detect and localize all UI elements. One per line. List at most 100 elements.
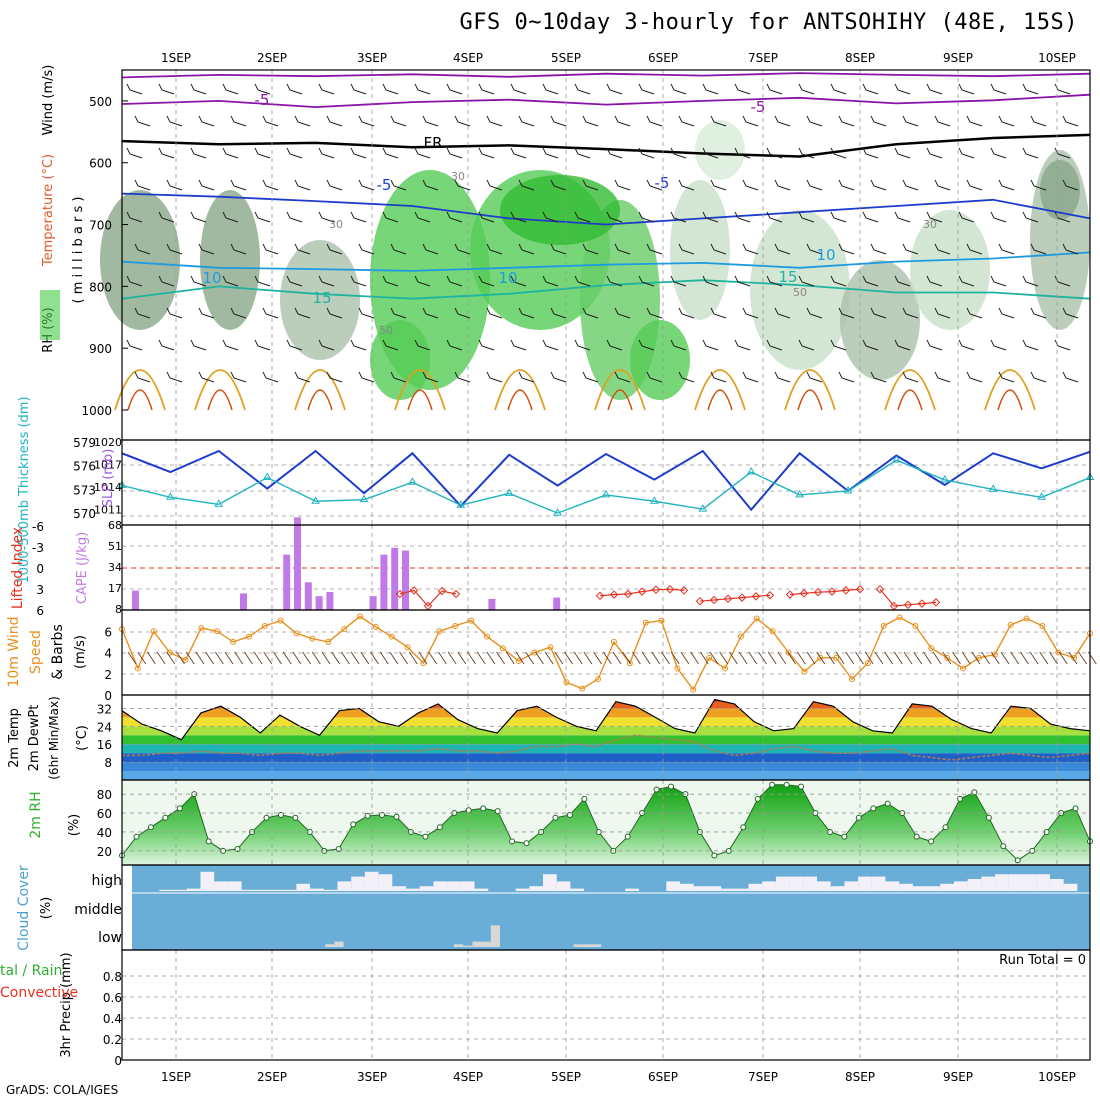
wind-barb [606,211,611,219]
rh-point [668,783,675,790]
wind-speed-point [896,614,903,621]
wind-barb [798,275,803,283]
warm-isotherm [884,369,936,411]
cloud-high-bar [666,881,680,891]
wind-barb [225,153,239,159]
wind-barb [734,211,739,219]
rh-point [523,840,530,847]
wind-barb [809,249,823,255]
wind-barb [414,211,419,219]
surface-wind-barb [379,651,389,665]
lifted-index-tick-label: 6 [36,604,44,618]
wind-barb [454,243,459,251]
wind-barb [801,153,815,159]
cloud-background [132,865,1090,950]
cape-tick-label: 51 [108,540,122,553]
surface-wind-barb [622,651,632,665]
rh-shading-area [670,180,730,320]
wind-barb [329,313,343,319]
wind-barb [385,89,399,95]
cloud-high-bar [871,876,886,891]
wind-barb [574,275,579,283]
surface-wind-barb [505,651,515,665]
temp-bands-group [122,699,1090,780]
wind-barb [358,307,363,315]
bottom-day-tick-label: 3SEP [357,1070,387,1084]
wind-speed-point [198,625,205,632]
wind-barb [257,281,271,287]
thickness-segment [1041,476,1091,498]
wind-barb [169,313,183,319]
wind-barb [542,275,547,283]
wind-barb [710,243,715,251]
wind-barb [873,185,887,191]
wind-barb [614,179,619,187]
wind-speed-point [230,638,237,645]
wind-barb [897,345,911,351]
wind-barb [1057,89,1071,95]
wind-barb [937,377,951,383]
wind-barb [1033,313,1047,319]
wind-barb [574,147,579,155]
wind-speed-point [769,628,776,635]
wind-barb [990,275,995,283]
wind-barb [609,281,623,287]
wind-barb [1057,345,1071,351]
precip-tick-label: 0.6 [103,991,122,1005]
warm-isotherm [294,369,346,411]
wind-barb [222,275,227,283]
wind-barb [286,211,291,219]
isotherm-line [121,72,1091,79]
wind-barb [926,275,931,283]
wind-barb [510,211,515,219]
wind-barb [545,217,559,223]
wind-barb [321,281,335,287]
rh-tick-label: 80 [97,788,112,802]
wind-barb [609,345,623,351]
grads-credit: GrADS: COLA/IGES [6,1083,119,1097]
wind-barb [961,153,975,159]
wind-barb [897,89,911,95]
wind-ylabel: Speed [28,630,44,674]
cloud-high-bar [912,886,927,891]
thickness-point [650,496,659,504]
wind-barb [542,211,547,219]
cloud-high-bar [789,876,804,891]
wind-speed-point [499,645,506,652]
wind-barb [225,217,239,223]
wind-barb [201,185,215,191]
cloud-high-bar [967,879,982,891]
surface-wind-barb [796,651,806,665]
bottom-day-tick-label: 8SEP [845,1070,875,1084]
wind-speed-point [610,638,617,645]
rh-tick-label: 40 [97,826,112,840]
wind-barb [1022,147,1027,155]
cloud-high-bar [844,881,859,891]
surface-wind-barb [651,651,661,665]
wind-barb [414,275,419,283]
wind-barb [681,377,695,383]
wind-barb [198,371,203,379]
lifted-index-ylabel: Lifted Index [10,527,26,609]
cloud-high-bar [556,881,571,891]
temp-color-band [122,699,1090,702]
wind-barb [902,371,907,379]
wind-barb [905,185,919,191]
wind-barb [262,307,267,315]
surface-wind-barb [205,651,214,665]
top-day-tick-label: 10SEP [1038,51,1076,65]
wind-barb [318,83,323,91]
wind-barb [582,115,587,123]
slp-tick-label: 1017 [94,459,122,472]
wind-barb [286,147,291,155]
surface-wind-barb [544,651,554,665]
wind-barb [449,217,463,223]
wind-barb [446,339,451,347]
rh-point [393,813,400,820]
rh-point [942,824,949,831]
warm-isotherm [307,389,333,411]
wind-barb [969,313,983,319]
wind-barb [230,115,235,123]
wind-barb [734,83,739,91]
cloud-high-bar [707,886,722,891]
